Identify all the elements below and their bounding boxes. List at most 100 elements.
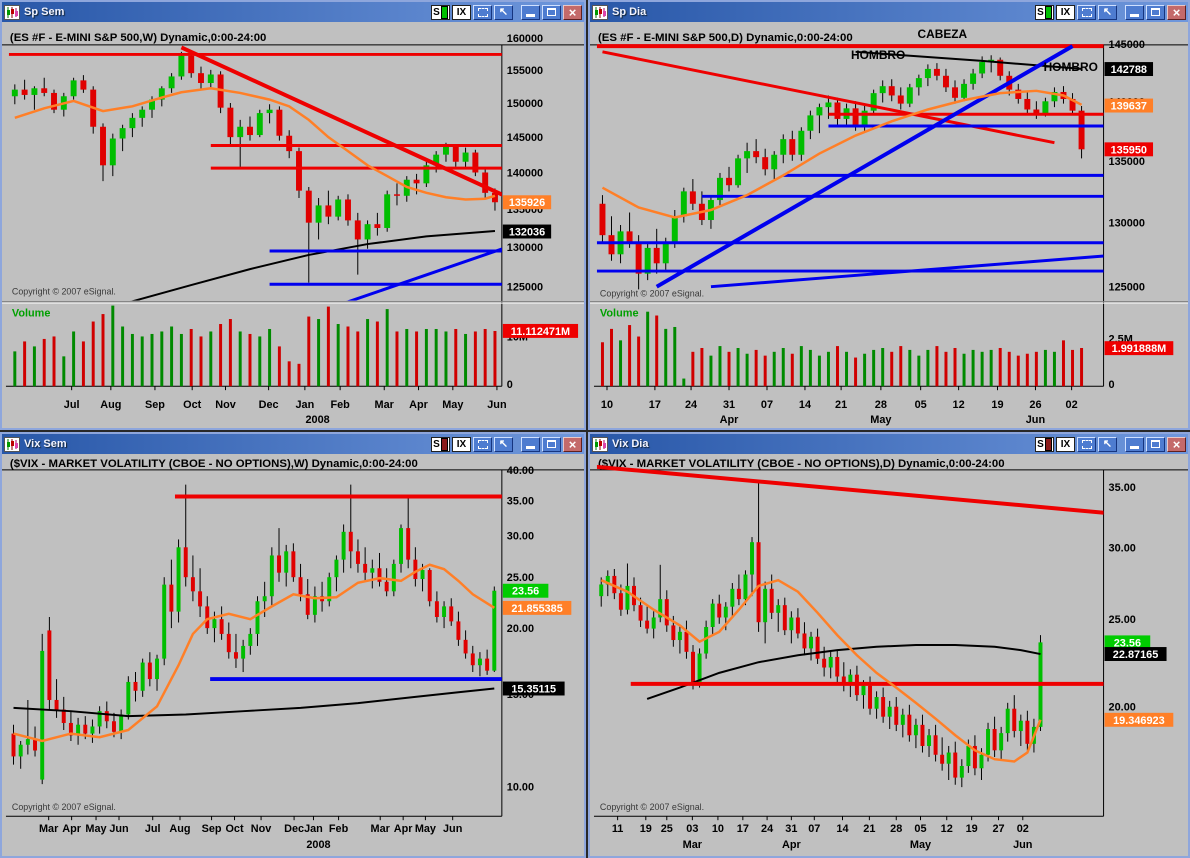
chart-canvas-vix-dia[interactable]: ($VIX - MARKET VOLATILITY (CBOE - NO OPT…	[590, 454, 1188, 856]
candle-body	[753, 151, 760, 158]
time-axis-label: 05	[914, 823, 926, 835]
symbol-button[interactable]: S	[1035, 4, 1054, 20]
volume-bar	[32, 346, 36, 387]
chart-canvas-sp-dia[interactable]: (ES #F - E-MINI S&P 500,D) Dynamic,0:00-…	[590, 22, 1188, 428]
titlebar[interactable]: Sp Dia S IX ↖ ×	[590, 2, 1188, 22]
time-axis-label: May	[415, 823, 436, 835]
candle-body	[104, 711, 109, 722]
maximize-button[interactable]	[1146, 436, 1165, 452]
candle-body	[1015, 89, 1022, 99]
candle-body	[237, 126, 244, 138]
candle-body	[449, 606, 454, 622]
candle-body	[25, 739, 30, 745]
minimize-button[interactable]	[521, 4, 540, 20]
volume-bar	[836, 346, 839, 387]
candle-body	[198, 73, 204, 84]
volume-bar	[917, 355, 921, 387]
chart-canvas-sp-sem[interactable]: (ES #F - E-MINI S&P 500,W) Dynamic,0:00-…	[2, 22, 584, 428]
panel-button[interactable]	[473, 4, 492, 20]
month-label: Jun	[1013, 839, 1032, 851]
popout-button[interactable]: ↖	[1098, 4, 1117, 20]
close-button[interactable]: ×	[563, 436, 582, 452]
volume-bar	[962, 353, 966, 387]
price-badge-label: 132036	[509, 226, 545, 238]
candle-body	[671, 625, 676, 641]
chart-canvas-vix-sem[interactable]: ($VIX - MARKET VOLATILITY (CBOE - NO OPT…	[2, 454, 584, 856]
symbol-button[interactable]: S	[1035, 436, 1054, 452]
minimize-button[interactable]	[1125, 4, 1144, 20]
copyright-note: Copyright © 2007 eSignal.	[600, 289, 704, 299]
candles-layer	[11, 484, 497, 785]
titlebar[interactable]: Vix Sem S IX ↖ ×	[2, 434, 584, 454]
time-axis-label: Jun	[109, 823, 128, 835]
time-axis-label: 14	[836, 823, 849, 835]
volume-bar	[700, 347, 704, 387]
volume-bar	[297, 363, 301, 387]
price-badge	[502, 224, 552, 239]
candle-body	[47, 630, 52, 700]
candle-body	[815, 636, 820, 659]
maximize-button[interactable]	[542, 436, 561, 452]
interval-button[interactable]: IX	[1056, 4, 1075, 20]
candle-body	[482, 172, 489, 193]
volume-bar	[111, 305, 115, 387]
close-button[interactable]: ×	[1167, 4, 1186, 20]
candle-body	[341, 531, 346, 560]
volume-bar	[682, 378, 686, 387]
close-button[interactable]: ×	[563, 4, 582, 20]
candle-body	[802, 633, 807, 649]
minimize-button[interactable]	[1125, 436, 1144, 452]
interval-button[interactable]: IX	[1056, 436, 1075, 452]
popout-button[interactable]: ↖	[494, 436, 513, 452]
maximize-button[interactable]	[542, 4, 561, 20]
popout-icon: ↖	[1102, 437, 1113, 450]
candle-body	[979, 62, 986, 74]
maximize-icon	[547, 8, 556, 16]
window-title: Sp Dia	[612, 6, 647, 18]
candle-body	[677, 631, 682, 641]
time-axis-label: 31	[785, 823, 797, 835]
titlebar[interactable]: Vix Dia S IX ↖ ×	[590, 434, 1188, 454]
maximize-button[interactable]	[1146, 4, 1165, 20]
plot-area	[596, 44, 1104, 290]
panel-button[interactable]	[1077, 4, 1096, 20]
candle-body	[335, 199, 342, 217]
candle-body	[462, 152, 469, 162]
candle-body	[80, 80, 87, 90]
price-tick-label: 145000	[507, 132, 543, 144]
candle-body	[1069, 98, 1076, 111]
popout-icon: ↖	[1102, 5, 1113, 18]
close-button[interactable]: ×	[1167, 436, 1186, 452]
minimize-button[interactable]	[521, 436, 540, 452]
popout-button[interactable]: ↖	[1098, 436, 1117, 452]
candle-body	[1018, 720, 1023, 732]
interval-button[interactable]: IX	[452, 4, 471, 20]
candle-body	[822, 658, 827, 668]
time-axis-label: Apr	[409, 399, 428, 411]
candle-body	[756, 542, 761, 623]
candle-body	[653, 247, 660, 264]
panel-button[interactable]	[473, 436, 492, 452]
candle-body	[178, 55, 185, 77]
popout-button[interactable]: ↖	[494, 4, 513, 20]
volume-bar	[326, 306, 330, 387]
black-ma-line	[13, 687, 495, 718]
candle-body	[11, 733, 16, 757]
time-axis-label: 02	[1066, 399, 1078, 411]
volume-bar	[673, 326, 677, 387]
candle-body	[18, 744, 23, 757]
interval-button[interactable]: IX	[452, 436, 471, 452]
candle-body	[384, 194, 391, 228]
month-label: Apr	[720, 414, 740, 426]
symbol-button[interactable]: S	[431, 4, 450, 20]
volume-bar	[209, 331, 213, 387]
volume-bar	[854, 357, 858, 387]
symbol-button[interactable]: S	[431, 436, 450, 452]
time-axis-label: Jan	[304, 823, 323, 835]
panel-button[interactable]	[1077, 436, 1096, 452]
chart-header: (ES #F - E-MINI S&P 500,D) Dynamic,0:00-…	[598, 32, 853, 44]
titlebar-toolbar: S IX ↖ ×	[1035, 4, 1186, 20]
titlebar[interactable]: Sp Sem S IX ↖ ×	[2, 2, 584, 22]
orange-ma-line	[13, 563, 495, 743]
candle-body	[413, 559, 418, 580]
